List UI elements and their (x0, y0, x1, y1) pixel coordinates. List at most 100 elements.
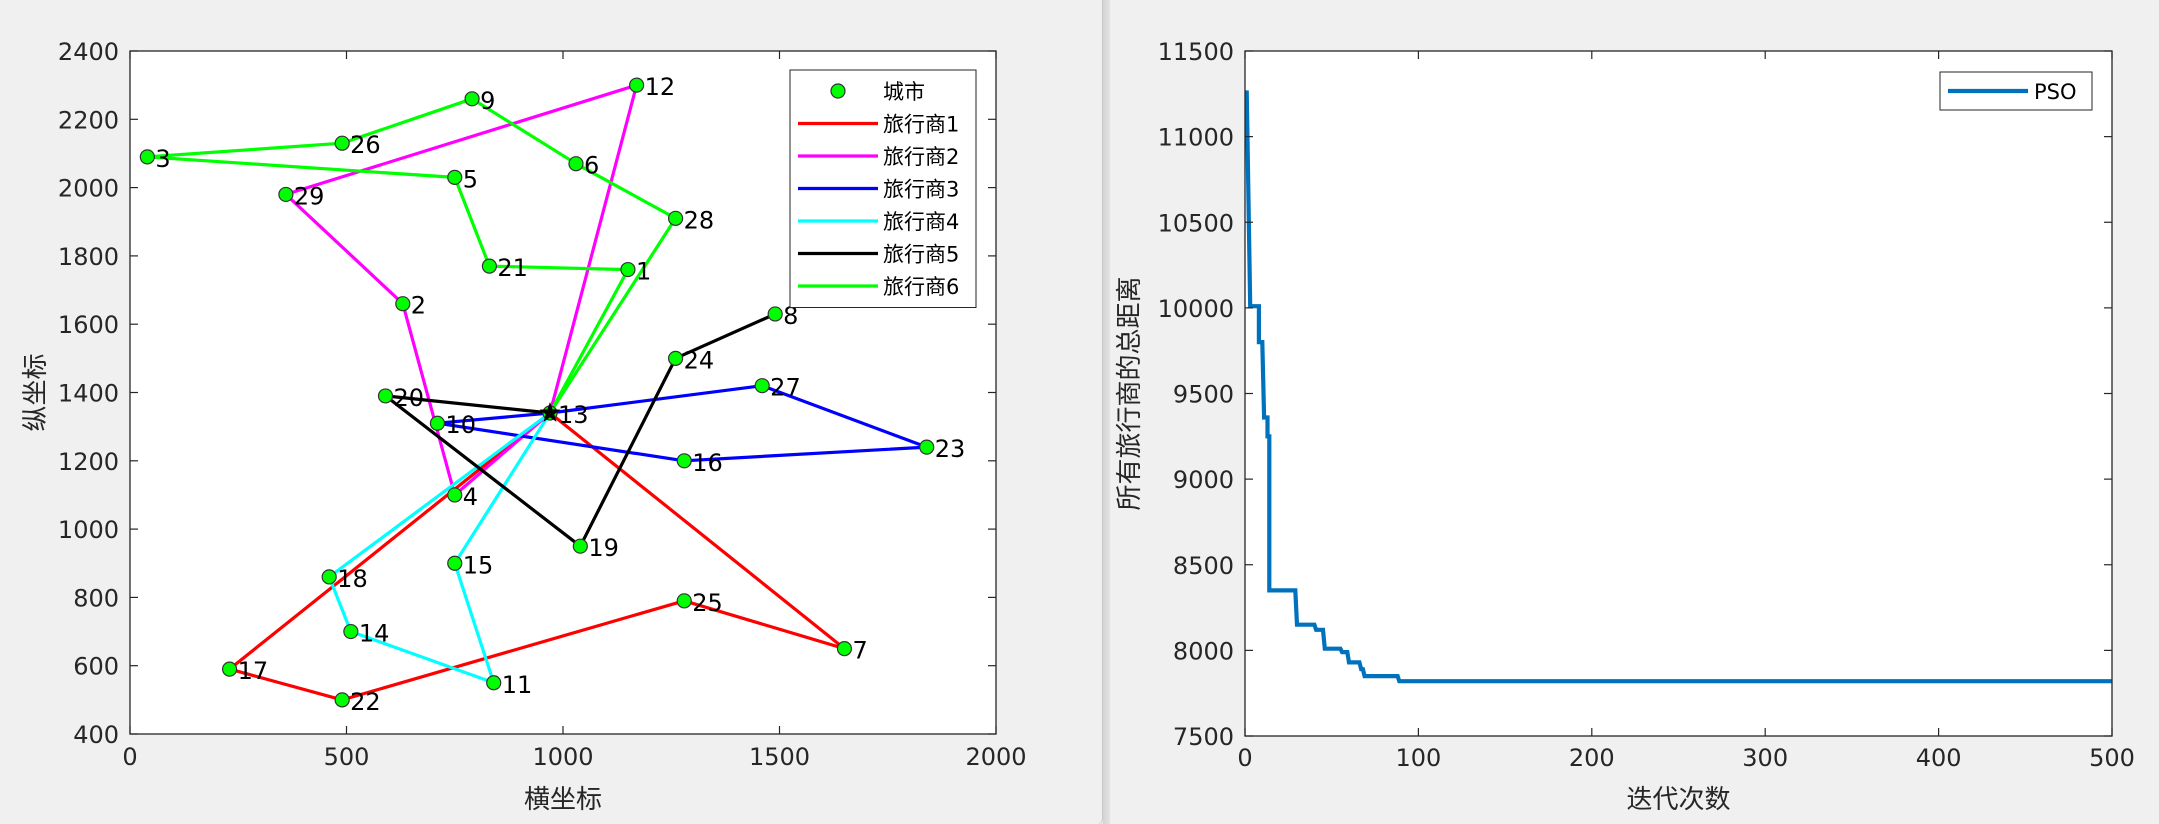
x-axis-label: 横坐标 (524, 785, 602, 815)
city-label-10: 10 (445, 411, 476, 439)
y-tick-label: 9000 (1173, 466, 1234, 494)
city-point-20 (377, 388, 394, 404)
x-tick-label: 1500 (749, 743, 810, 771)
city-label-12: 12 (645, 73, 676, 101)
y-tick-label: 11000 (1158, 124, 1234, 152)
city-point-2 (395, 296, 411, 312)
city-label-21: 21 (497, 254, 528, 282)
y-axis-label: 纵坐标 (21, 353, 51, 431)
y-tick-label: 1400 (58, 380, 119, 408)
series-line-pso (1244, 90, 2112, 684)
city-label-18: 18 (337, 565, 368, 593)
city-label-17: 17 (238, 657, 269, 685)
y-tick-label: 1000 (58, 516, 119, 544)
city-label-19: 19 (588, 534, 619, 562)
y-tick-label: 10500 (1158, 209, 1234, 237)
x-tick-label: 400 (1916, 744, 1962, 772)
legend-label: 旅行商5 (883, 243, 959, 267)
city-label-22: 22 (350, 688, 381, 716)
city-point-18 (321, 569, 337, 585)
legend-label: PSO (2034, 80, 2077, 104)
y-tick-label: 10000 (1158, 295, 1234, 323)
city-point-27 (754, 378, 770, 394)
y-tick-label: 600 (73, 653, 119, 681)
city-point-15 (447, 555, 463, 571)
x-tick-label: 500 (324, 743, 370, 771)
city-point-23 (919, 439, 935, 455)
city-point-3 (139, 149, 155, 165)
city-label-24: 24 (684, 346, 715, 374)
y-tick-label: 2400 (58, 38, 119, 66)
x-tick-label: 2000 (965, 743, 1026, 771)
city-point-25 (676, 593, 692, 609)
city-point-9 (464, 91, 480, 107)
y-tick-label: 8000 (1173, 637, 1234, 665)
city-label-7: 7 (852, 637, 867, 665)
city-label-13: 13 (558, 401, 589, 429)
y-axis-label: 所有旅行商的总距离 (1115, 276, 1145, 510)
city-label-15: 15 (463, 551, 494, 579)
route-line-4 (327, 411, 552, 685)
city-label-23: 23 (935, 435, 966, 463)
city-label-3: 3 (155, 145, 170, 173)
x-tick-label: 0 (1237, 744, 1252, 772)
city-point-28 (667, 210, 684, 226)
x-tick-label: 0 (122, 743, 137, 771)
city-label-14: 14 (359, 620, 390, 648)
city-label-26: 26 (350, 131, 381, 159)
city-label-2: 2 (411, 292, 426, 320)
city-label-27: 27 (770, 374, 801, 402)
y-tick-label: 800 (73, 584, 119, 612)
city-label-28: 28 (684, 206, 715, 234)
city-point-29 (278, 186, 294, 203)
city-label-11: 11 (502, 671, 533, 699)
city-point-8 (767, 306, 783, 322)
city-point-11 (486, 675, 502, 691)
y-tick-label: 9500 (1173, 381, 1234, 409)
y-tick-label: 2000 (58, 175, 119, 203)
legend-label: 旅行商2 (883, 145, 959, 169)
city-point-22 (334, 692, 350, 708)
city-label-4: 4 (463, 483, 478, 511)
route-line-2 (284, 83, 639, 497)
city-label-8: 8 (783, 302, 798, 330)
y-tick-label: 1600 (58, 311, 119, 339)
right-figure-panel: 0 100 200 300 400 500 7500 8000 8500 9000 9500 1000… (1110, 0, 2159, 824)
y-tick-label: 8500 (1173, 552, 1234, 580)
city-point-17 (221, 661, 238, 677)
y-tick-label: 11500 (1158, 38, 1234, 66)
y-tick-label: 1800 (58, 243, 119, 271)
x-axis-label: 迭代次数 (1626, 785, 1730, 815)
route-line-1 (228, 411, 847, 702)
x-tick-label: 200 (1569, 744, 1615, 772)
legend-marker-city (830, 83, 846, 99)
y-tick-label: 1200 (58, 448, 119, 476)
x-tick-label: 100 (1395, 744, 1441, 772)
city-label-5: 5 (463, 165, 478, 193)
city-point-10 (429, 415, 446, 431)
city-label-29: 29 (294, 182, 325, 210)
route-line-6 (145, 97, 678, 414)
city-point-5 (447, 169, 463, 185)
city-point-26 (334, 135, 350, 151)
city-point-6 (568, 156, 584, 172)
legend-label: 旅行商1 (883, 113, 959, 137)
city-point-14 (343, 623, 359, 640)
plot-area (1245, 51, 2112, 736)
legend-label: 城市 (883, 80, 925, 104)
city-point-4 (447, 487, 463, 503)
legend-label: 旅行商4 (883, 210, 959, 234)
city-label-16: 16 (692, 449, 723, 477)
depot-star-marker (539, 402, 561, 422)
city-point-21 (481, 258, 497, 274)
route-line-3 (435, 384, 929, 463)
city-point-24 (667, 350, 684, 366)
y-tick-label: 400 (73, 721, 119, 749)
city-label-9: 9 (480, 87, 495, 115)
left-figure-panel: 2 1 3 4 5 6 7 8 9 10 11 12 13 14 15 16 17 18 19 20 21 22 23 24 2… (21, 0, 1103, 824)
city-label-1: 1 (636, 258, 651, 286)
legend-label: 旅行商6 (883, 275, 959, 299)
pso-convergence-chart: 0 100 200 300 400 500 7500 8000 8500 9000 9500 1000… (1115, 38, 2135, 815)
city-point-1 (620, 261, 636, 278)
